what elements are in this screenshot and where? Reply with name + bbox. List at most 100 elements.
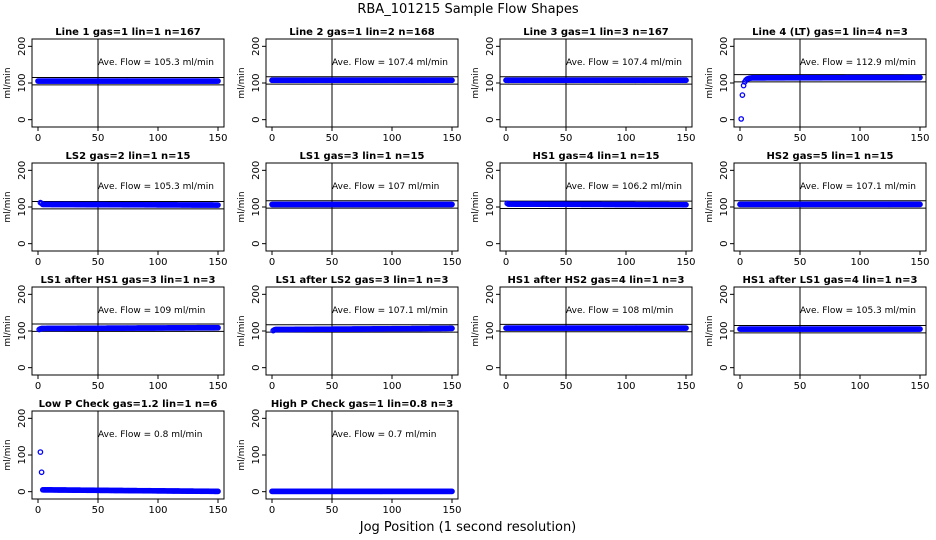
data-point — [449, 201, 455, 208]
x-tick-label: 100 — [382, 133, 401, 144]
x-tick-label: 50 — [326, 133, 339, 144]
panel-title: LS1 gas=3 lin=1 n=15 — [300, 151, 425, 162]
x-tick-label: 0 — [503, 257, 509, 268]
x-tick-label: 100 — [382, 505, 401, 516]
y-tick-label: 100 — [251, 197, 262, 216]
x-tick-label: 100 — [148, 381, 167, 392]
panel-title: High P Check gas=1 lin=0.8 n=3 — [271, 399, 453, 410]
y-tick-label: 0 — [251, 240, 262, 246]
data-points — [35, 78, 221, 84]
y-tick-label: 0 — [17, 364, 28, 370]
data-points — [738, 74, 923, 122]
panel-title: Low P Check gas=1.2 lin=1 n=6 — [39, 399, 218, 410]
x-tick-label: 150 — [208, 505, 227, 516]
figure-title: RBA_101215 Sample Flow Shapes — [357, 2, 578, 17]
x-tick-label: 0 — [269, 381, 275, 392]
panel-7: HS1 gas=4 lin=1 n=15 0 50 100 150 0 100 200 ml/m… — [471, 151, 696, 268]
y-tick-label: 0 — [17, 240, 28, 246]
x-tick-label: 150 — [676, 133, 695, 144]
y-tick-label: 0 — [251, 116, 262, 122]
y-tick-label: 100 — [719, 197, 730, 216]
panel-11: HS1 after HS2 gas=4 lin=1 n=3 0 50 100 150 0 1… — [471, 275, 696, 392]
data-points — [269, 201, 455, 208]
x-tick-label: 50 — [794, 133, 807, 144]
y-axis-label: ml/min — [237, 67, 247, 98]
y-tick-label: 0 — [719, 116, 730, 122]
x-tick-label: 0 — [35, 133, 41, 144]
y-axis-label: ml/min — [471, 67, 481, 98]
data-point — [37, 449, 44, 455]
y-axis-label: ml/min — [705, 191, 715, 222]
data-point — [917, 201, 923, 208]
x-tick-label: 100 — [148, 133, 167, 144]
panel-title: LS2 gas=2 lin=1 n=15 — [66, 151, 191, 162]
data-point — [683, 201, 689, 208]
y-tick-label: 200 — [251, 161, 262, 180]
panel-title: LS1 after HS1 gas=3 lin=1 n=3 — [40, 275, 215, 286]
x-tick-label: 150 — [910, 133, 929, 144]
average-flow-annotation: Ave. Flow = 0.8 ml/min — [98, 430, 202, 440]
x-tick-label: 100 — [148, 505, 167, 516]
y-axis-label: ml/min — [237, 191, 247, 222]
x-tick-label: 150 — [442, 381, 461, 392]
x-tick-label: 100 — [850, 133, 869, 144]
y-tick-label: 200 — [17, 285, 28, 304]
x-tick-label: 50 — [326, 381, 339, 392]
panel-title: HS1 after HS2 gas=4 lin=1 n=3 — [507, 275, 684, 286]
x-tick-label: 50 — [92, 133, 105, 144]
plot-frame — [265, 410, 459, 500]
data-point — [38, 469, 45, 476]
y-axis-label: ml/min — [3, 191, 13, 222]
average-flow-annotation: Ave. Flow = 105.3 ml/min — [98, 182, 214, 192]
x-tick-label: 150 — [910, 381, 929, 392]
data-points — [503, 77, 689, 84]
y-tick-label: 100 — [719, 321, 730, 340]
y-tick-label: 0 — [17, 488, 28, 494]
data-point — [215, 78, 221, 84]
x-tick-label: 0 — [35, 505, 41, 516]
plot-frame — [733, 38, 927, 128]
panel-14: High P Check gas=1 lin=0.8 n=3 0 50 100 150 0… — [237, 399, 462, 516]
x-tick-label: 150 — [676, 257, 695, 268]
average-flow-annotation: Ave. Flow = 107.1 ml/min — [332, 306, 448, 316]
panel-9: LS1 after HS1 gas=3 lin=1 n=3 0 50 100 150 0 1… — [3, 275, 228, 392]
y-tick-label: 200 — [485, 161, 496, 180]
data-point — [449, 77, 455, 84]
x-tick-label: 0 — [737, 257, 743, 268]
y-tick-label: 200 — [719, 37, 730, 56]
y-tick-label: 200 — [719, 161, 730, 180]
data-point — [215, 324, 221, 331]
y-tick-label: 100 — [251, 73, 262, 92]
x-tick-label: 0 — [269, 133, 275, 144]
data-points — [269, 77, 455, 84]
panel-13: Low P Check gas=1.2 lin=1 n=6 0 50 100 150 0 1… — [3, 399, 228, 516]
average-flow-annotation: Ave. Flow = 109 ml/min — [98, 306, 205, 316]
y-tick-label: 0 — [485, 116, 496, 122]
panel-title: Line 3 gas=1 lin=3 n=167 — [523, 27, 669, 38]
x-tick-label: 150 — [676, 381, 695, 392]
y-tick-label: 100 — [17, 197, 28, 216]
data-points — [36, 324, 221, 333]
y-tick-label: 200 — [485, 37, 496, 56]
y-tick-label: 100 — [17, 321, 28, 340]
panel-6: LS1 gas=3 lin=1 n=15 0 50 100 150 0 100 200 ml/m… — [237, 151, 462, 268]
x-tick-label: 150 — [208, 133, 227, 144]
y-tick-label: 100 — [485, 321, 496, 340]
y-axis-label: ml/min — [3, 315, 13, 346]
average-flow-annotation: Ave. Flow = 105.3 ml/min — [800, 306, 916, 316]
y-tick-label: 0 — [485, 364, 496, 370]
y-axis-label: ml/min — [3, 439, 13, 470]
x-tick-label: 0 — [269, 257, 275, 268]
average-flow-annotation: Ave. Flow = 107.4 ml/min — [566, 58, 682, 68]
data-point — [449, 325, 455, 332]
x-tick-label: 150 — [442, 505, 461, 516]
plot-frame — [499, 286, 693, 376]
x-tick-label: 50 — [92, 257, 105, 268]
y-axis-label: ml/min — [471, 315, 481, 346]
y-tick-label: 100 — [485, 73, 496, 92]
x-tick-label: 50 — [560, 257, 573, 268]
x-tick-label: 50 — [92, 381, 105, 392]
x-tick-label: 50 — [326, 257, 339, 268]
x-tick-label: 0 — [737, 381, 743, 392]
